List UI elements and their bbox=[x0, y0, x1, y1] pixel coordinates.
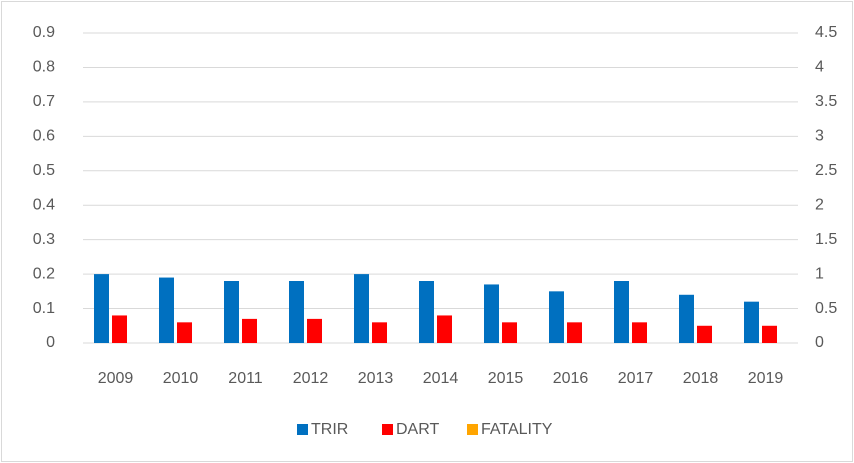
y2-tick-label: 0 bbox=[815, 334, 824, 351]
bar bbox=[307, 318, 322, 343]
x-tick-label: 2010 bbox=[163, 370, 199, 387]
bar bbox=[242, 318, 257, 343]
y2-tick-label: 1 bbox=[815, 265, 824, 282]
y2-tick-label: 4 bbox=[815, 59, 824, 76]
y-tick-label: 0.8 bbox=[33, 59, 55, 76]
bar bbox=[614, 281, 629, 343]
bar bbox=[372, 322, 387, 343]
y-tick-label: 0.3 bbox=[33, 231, 55, 248]
y2-tick-label: 3 bbox=[815, 128, 824, 145]
y2-tick-label: 2 bbox=[815, 196, 824, 213]
bar bbox=[354, 274, 369, 343]
y2-tick-label: 2.5 bbox=[815, 162, 837, 179]
legend-swatch bbox=[297, 424, 308, 435]
y-tick-label: 0.1 bbox=[33, 300, 55, 317]
legend-label: DART bbox=[396, 421, 439, 438]
bar bbox=[289, 281, 304, 343]
y-tick-label: 0.4 bbox=[33, 196, 55, 213]
bar bbox=[177, 322, 192, 343]
bar bbox=[549, 291, 564, 343]
bar bbox=[567, 322, 582, 343]
y2-tick-label: 3.5 bbox=[815, 93, 837, 110]
bar bbox=[679, 294, 694, 343]
bar bbox=[224, 281, 239, 343]
bar bbox=[484, 284, 499, 343]
y-tick-label: 0.5 bbox=[33, 162, 55, 179]
y-tick-label: 0.7 bbox=[33, 93, 55, 110]
x-tick-label: 2015 bbox=[488, 370, 524, 387]
x-tick-label: 2011 bbox=[228, 370, 263, 387]
legend-swatch bbox=[382, 424, 393, 435]
y-tick-label: 0.9 bbox=[33, 24, 55, 41]
bar bbox=[697, 325, 712, 343]
x-tick-label: 2016 bbox=[553, 370, 589, 387]
y-tick-label: 0.2 bbox=[33, 265, 55, 282]
x-tick-label: 2013 bbox=[358, 370, 394, 387]
x-tick-label: 2009 bbox=[98, 370, 134, 387]
bar bbox=[437, 315, 452, 343]
y-tick-label: 0 bbox=[46, 334, 55, 351]
bar bbox=[419, 281, 434, 343]
bar bbox=[762, 325, 777, 343]
bar bbox=[94, 274, 109, 343]
bar bbox=[632, 322, 647, 343]
x-tick-label: 2019 bbox=[748, 370, 784, 387]
y2-tick-label: 4.5 bbox=[815, 24, 837, 41]
x-tick-label: 2018 bbox=[683, 370, 719, 387]
y2-tick-label: 1.5 bbox=[815, 231, 837, 248]
legend-label: FATALITY bbox=[481, 421, 553, 438]
bar bbox=[112, 315, 127, 343]
bar bbox=[159, 277, 174, 343]
y-tick-label: 0.6 bbox=[33, 128, 55, 145]
x-tick-label: 2017 bbox=[618, 370, 654, 387]
bar bbox=[744, 301, 759, 343]
bar bbox=[502, 322, 517, 343]
x-tick-label: 2012 bbox=[293, 370, 329, 387]
x-tick-label: 2014 bbox=[423, 370, 459, 387]
legend-swatch bbox=[467, 424, 478, 435]
y2-tick-label: 0.5 bbox=[815, 300, 837, 317]
legend-label: TRIR bbox=[311, 421, 348, 438]
